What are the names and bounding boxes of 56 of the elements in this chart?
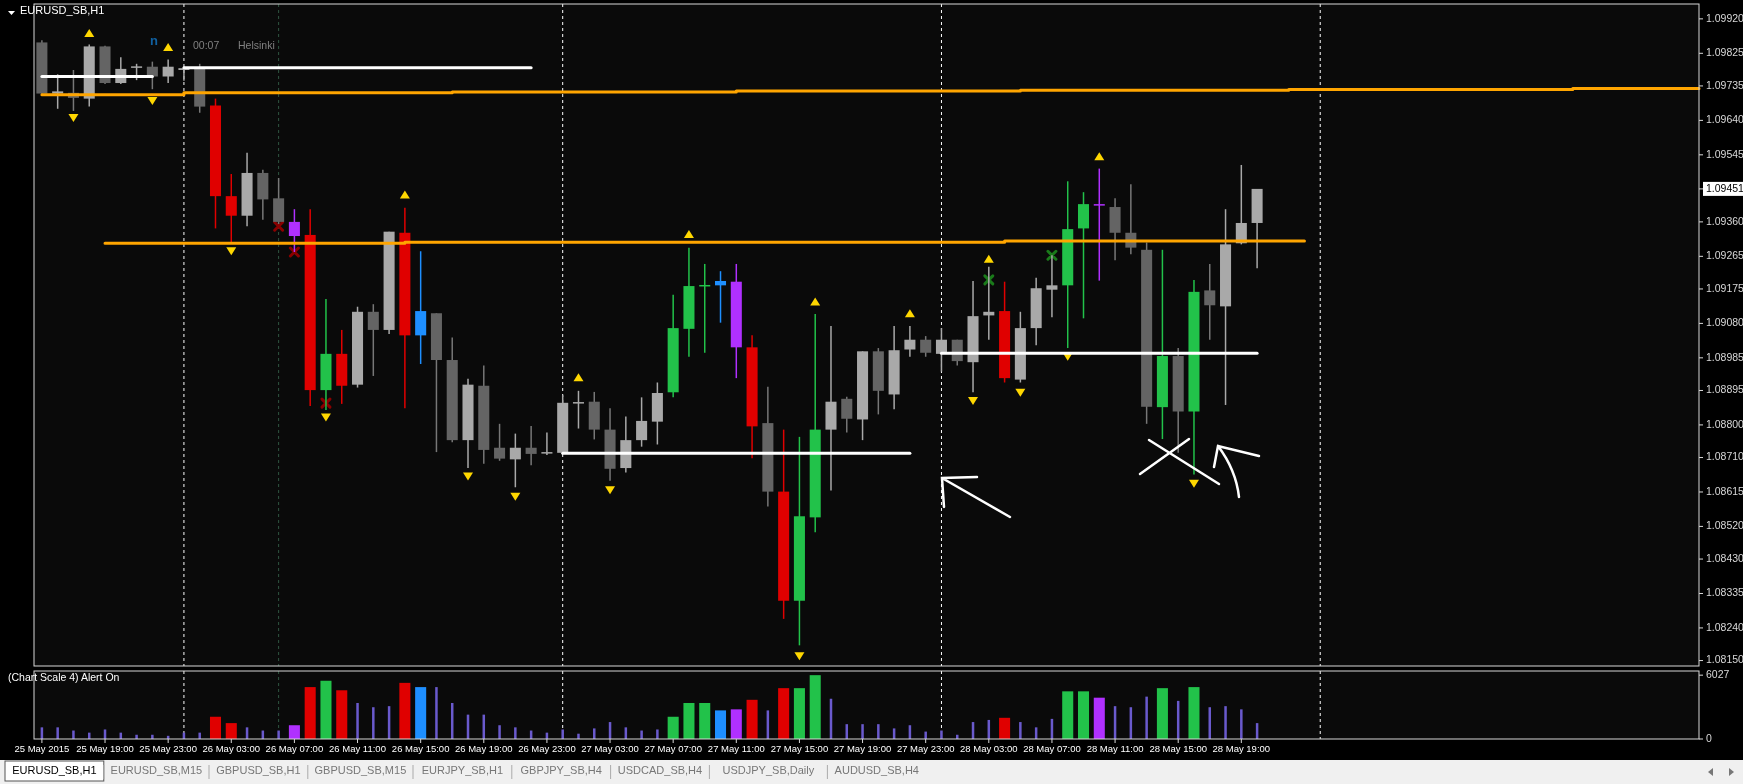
annotation: Helsinki [238,39,275,51]
y-tick-label: 1.08895 [1706,383,1743,396]
annotation: 00:07 [193,39,220,51]
y-tick-label: 1.09360 [1706,214,1743,227]
text: USDJPY_SB,Daily [722,764,815,776]
x-tick-label: 27 May 23:00 [896,743,955,754]
x-tick-label: 28 May 03:00 [960,743,1018,754]
y-tick-label: 1.08615 [1706,484,1743,497]
y-tick-label: 1.09080 [1706,316,1743,329]
y-tick-label: 1.08800 [1706,417,1743,430]
annotation: n [150,33,158,48]
x-tick-label: 25 May 19:00 [76,743,134,754]
y-tick-label: 1.09825 [1706,46,1743,59]
y-tick-label: 6027 [1706,667,1730,680]
x-tick-label: 26 May 15:00 [391,743,450,754]
y-tick-label: 1.09545 [1706,147,1743,160]
y-tick-label: 1.09451 [1706,181,1743,194]
x-tick-label: 26 May 03:00 [202,743,261,754]
x-tick-label: 26 May 07:00 [265,743,324,754]
x-tick-label: 27 May 15:00 [770,743,829,754]
x-tick-label: 27 May 07:00 [644,743,702,754]
y-tick-label: 1.08520 [1706,519,1743,532]
x-tick-label: 28 May 19:00 [1212,743,1271,754]
text: EURUSD_SB,H1 [12,764,97,776]
x-tick-label: 25 May 23:00 [139,743,197,754]
x-tick-label: 27 May 11:00 [707,743,765,754]
y-tick-label: 1.08150 [1706,653,1743,666]
text: GBPUSD_SB,H1 [216,764,301,776]
x-tick-label: 28 May 11:00 [1086,743,1144,754]
x-tick-label: 27 May 19:00 [833,743,892,754]
y-tick-label: 1.08240 [1706,620,1743,633]
x-tick-label: 26 May 23:00 [518,743,576,754]
y-tick-label: 1.08710 [1706,450,1743,463]
y-tick-label: 0 [1706,731,1712,744]
text: AUDUSD_SB,H4 [834,764,919,776]
x-tick-label: 26 May 19:00 [455,743,513,754]
x-tick-label: 28 May 07:00 [1023,743,1081,754]
y-tick-label: 1.09640 [1706,113,1743,126]
x-tick-label: 26 May 11:00 [329,743,386,754]
x-tick-label: 28 May 15:00 [1149,743,1207,754]
y-tick-label: 1.09735 [1706,78,1743,91]
text: EURUSD_SB,M15 [110,764,203,776]
y-tick-label: 1.09265 [1706,249,1743,262]
y-tick-label: 1.09920 [1706,11,1743,24]
y-tick-label: 1.09175 [1706,281,1743,294]
text: GBPJPY_SB,H4 [520,764,602,776]
y-tick-label: 1.08985 [1706,350,1743,363]
text: EURJPY_SB,H1 [421,764,504,776]
y-tick-label: 1.08335 [1706,586,1743,599]
chart-title: (Chart Scale 4) Alert On [8,671,120,683]
text: USDCAD_SB,H4 [617,764,703,776]
chart-title: EURUSD_SB,H1 [20,4,105,16]
x-tick-label: 27 May 03:00 [581,743,639,754]
x-tick-label: 25 May 2015 [14,743,70,754]
text: GBPUSD_SB,M15 [314,764,407,776]
y-tick-label: 1.08430 [1706,551,1743,564]
